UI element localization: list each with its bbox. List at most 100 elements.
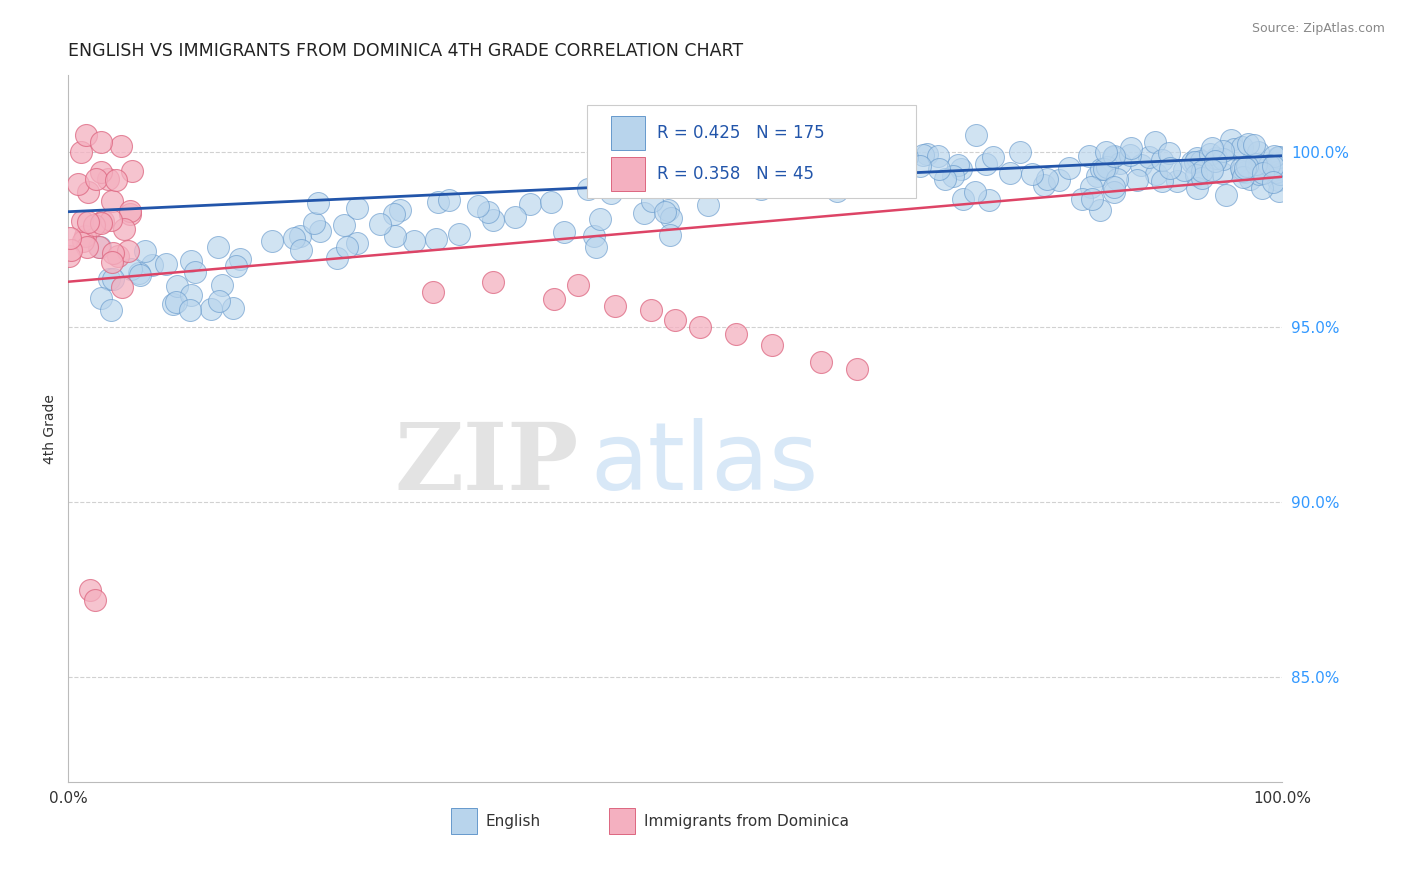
Point xyxy=(825,184,848,198)
Point xyxy=(648,180,671,194)
Point xyxy=(1201,141,1223,155)
Point xyxy=(979,193,1001,207)
Text: Immigrants from Dominica: Immigrants from Dominica xyxy=(644,814,849,829)
Point xyxy=(1102,185,1125,199)
Point xyxy=(1119,148,1142,162)
Point xyxy=(155,257,177,271)
Point xyxy=(1230,139,1253,153)
Point xyxy=(946,158,969,172)
Point xyxy=(1189,154,1212,169)
Point xyxy=(1247,167,1270,181)
Point xyxy=(942,169,965,183)
Point xyxy=(302,216,325,230)
Point xyxy=(1211,165,1233,179)
Point xyxy=(890,154,912,169)
Y-axis label: 4th Grade: 4th Grade xyxy=(44,393,58,464)
Point xyxy=(761,337,783,351)
Point xyxy=(180,288,202,302)
Point xyxy=(100,212,122,227)
Point xyxy=(90,216,112,230)
Bar xyxy=(612,157,645,191)
Point xyxy=(368,217,391,231)
Point xyxy=(599,186,621,200)
Point xyxy=(211,277,233,292)
Point xyxy=(121,164,143,178)
Point xyxy=(659,211,682,226)
Point xyxy=(101,246,124,260)
Point xyxy=(308,224,330,238)
Point xyxy=(1261,160,1284,174)
Point xyxy=(1204,153,1226,168)
Point xyxy=(200,302,222,317)
Point xyxy=(1212,152,1234,166)
Point xyxy=(1081,192,1104,206)
Point xyxy=(633,206,655,220)
Point xyxy=(207,239,229,253)
Point xyxy=(87,240,110,254)
Point xyxy=(1095,160,1118,174)
Bar xyxy=(609,808,636,834)
Point xyxy=(1265,158,1288,172)
Point xyxy=(1108,156,1130,170)
Point xyxy=(576,182,599,196)
Point xyxy=(110,139,132,153)
Point xyxy=(128,266,150,280)
Point xyxy=(90,291,112,305)
Point xyxy=(97,172,120,186)
Point xyxy=(603,299,626,313)
Point xyxy=(262,234,284,248)
Point xyxy=(1234,165,1257,179)
Point xyxy=(98,272,121,286)
Point xyxy=(83,219,105,233)
Point xyxy=(180,254,202,268)
Point xyxy=(1070,192,1092,206)
Point xyxy=(1102,149,1125,163)
Point xyxy=(915,147,938,161)
Point xyxy=(128,268,150,282)
Point xyxy=(697,198,720,212)
Point xyxy=(134,244,156,259)
Point xyxy=(965,128,987,142)
Point xyxy=(965,185,987,199)
Point xyxy=(346,235,368,250)
Point xyxy=(1090,162,1112,177)
Point xyxy=(70,214,93,228)
Point xyxy=(118,204,141,219)
Point xyxy=(283,231,305,245)
Point xyxy=(166,279,188,293)
Point xyxy=(543,292,565,306)
Point xyxy=(640,302,662,317)
Point xyxy=(90,165,112,179)
Point xyxy=(107,248,129,262)
Point xyxy=(689,320,711,334)
Point xyxy=(100,194,122,208)
Point xyxy=(179,302,201,317)
Point xyxy=(1021,167,1043,181)
Point xyxy=(1185,151,1208,165)
Point xyxy=(974,156,997,170)
Point xyxy=(100,302,122,317)
Point xyxy=(1230,161,1253,175)
Point xyxy=(1191,170,1213,185)
Point xyxy=(1263,149,1285,163)
Point xyxy=(1250,180,1272,194)
Point xyxy=(659,228,682,243)
Text: R = 0.358   N = 45: R = 0.358 N = 45 xyxy=(657,165,814,183)
Point xyxy=(384,207,406,221)
Point xyxy=(307,196,329,211)
Point xyxy=(1144,167,1167,181)
Point xyxy=(950,161,973,176)
Point xyxy=(908,159,931,173)
Point xyxy=(290,243,312,257)
Point xyxy=(1268,184,1291,198)
Point xyxy=(1036,171,1059,186)
Point xyxy=(70,145,93,160)
Point xyxy=(67,177,90,191)
Point xyxy=(1251,166,1274,180)
Point xyxy=(749,182,772,196)
Point xyxy=(849,162,872,177)
Point xyxy=(1205,151,1227,165)
Point xyxy=(101,272,124,286)
Point xyxy=(1095,145,1118,159)
Bar xyxy=(612,116,645,150)
